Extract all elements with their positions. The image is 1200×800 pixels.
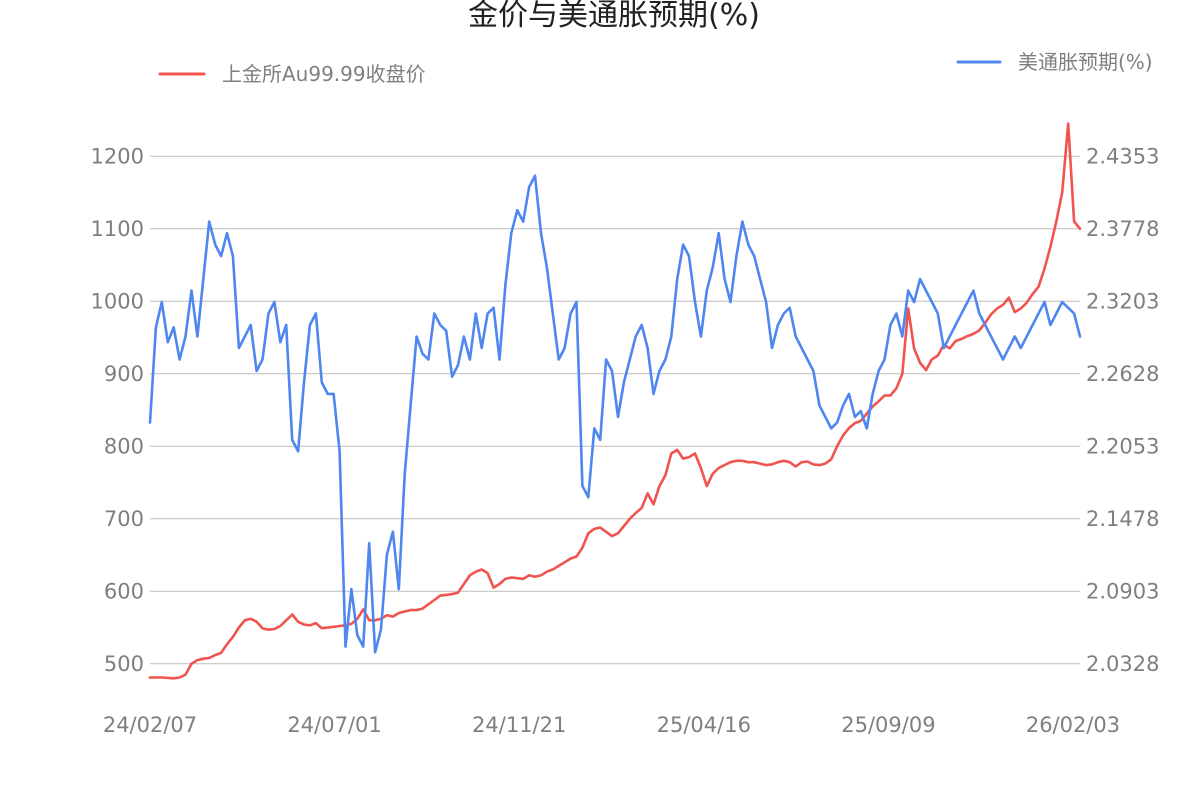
right-tick-label: 2.0903 bbox=[1086, 579, 1159, 603]
series-line-inflation bbox=[148, 174, 1082, 654]
legend-label-inflation: 美通胀预期(%) bbox=[1018, 50, 1153, 74]
series-lines bbox=[148, 122, 1082, 680]
right-tick-label: 2.2053 bbox=[1086, 434, 1159, 458]
x-tick-label: 24/07/01 bbox=[287, 713, 381, 737]
x-tick-label: 24/02/07 bbox=[103, 713, 197, 737]
x-tick-label: 25/04/16 bbox=[657, 713, 751, 737]
left-tick-label: 700 bbox=[104, 507, 144, 531]
x-axis-ticks: 24/02/07 24/07/01 24/11/21 25/04/16 25/09/09… bbox=[103, 713, 1120, 737]
right-tick-label: 2.2628 bbox=[1086, 362, 1159, 386]
legend-label-gold: 上金所Au99.99收盘价 bbox=[222, 62, 426, 86]
right-tick-label: 2.3778 bbox=[1086, 217, 1159, 241]
left-tick-label: 900 bbox=[104, 362, 144, 386]
right-tick-label: 2.1478 bbox=[1086, 507, 1159, 531]
left-tick-label: 500 bbox=[104, 652, 144, 676]
right-tick-label: 2.3203 bbox=[1086, 289, 1159, 313]
x-tick-label: 26/02/03 bbox=[1026, 713, 1120, 737]
series-line-gold bbox=[148, 122, 1082, 680]
left-tick-label: 800 bbox=[104, 434, 144, 458]
right-tick-label: 2.0328 bbox=[1086, 652, 1159, 676]
x-tick-label: 25/09/09 bbox=[841, 713, 935, 737]
right-tick-label: 2.4353 bbox=[1086, 144, 1159, 168]
left-tick-label: 1200 bbox=[91, 144, 144, 168]
left-tick-label: 1100 bbox=[91, 217, 144, 241]
left-tick-label: 600 bbox=[104, 579, 144, 603]
x-tick-label: 24/11/21 bbox=[472, 713, 566, 737]
legend: 上金所Au99.99收盘价 美通胀预期(%) bbox=[158, 50, 1153, 86]
left-tick-label: 1000 bbox=[91, 289, 144, 313]
left-axis-ticks: 500 600 700 800 900 1000 1100 1200 bbox=[91, 144, 144, 676]
chart-title: 金价与美通胀预期(%) bbox=[468, 0, 760, 33]
right-axis-ticks: 2.0328 2.0903 2.1478 2.2053 2.2628 2.3203 2.37… bbox=[1086, 144, 1159, 676]
